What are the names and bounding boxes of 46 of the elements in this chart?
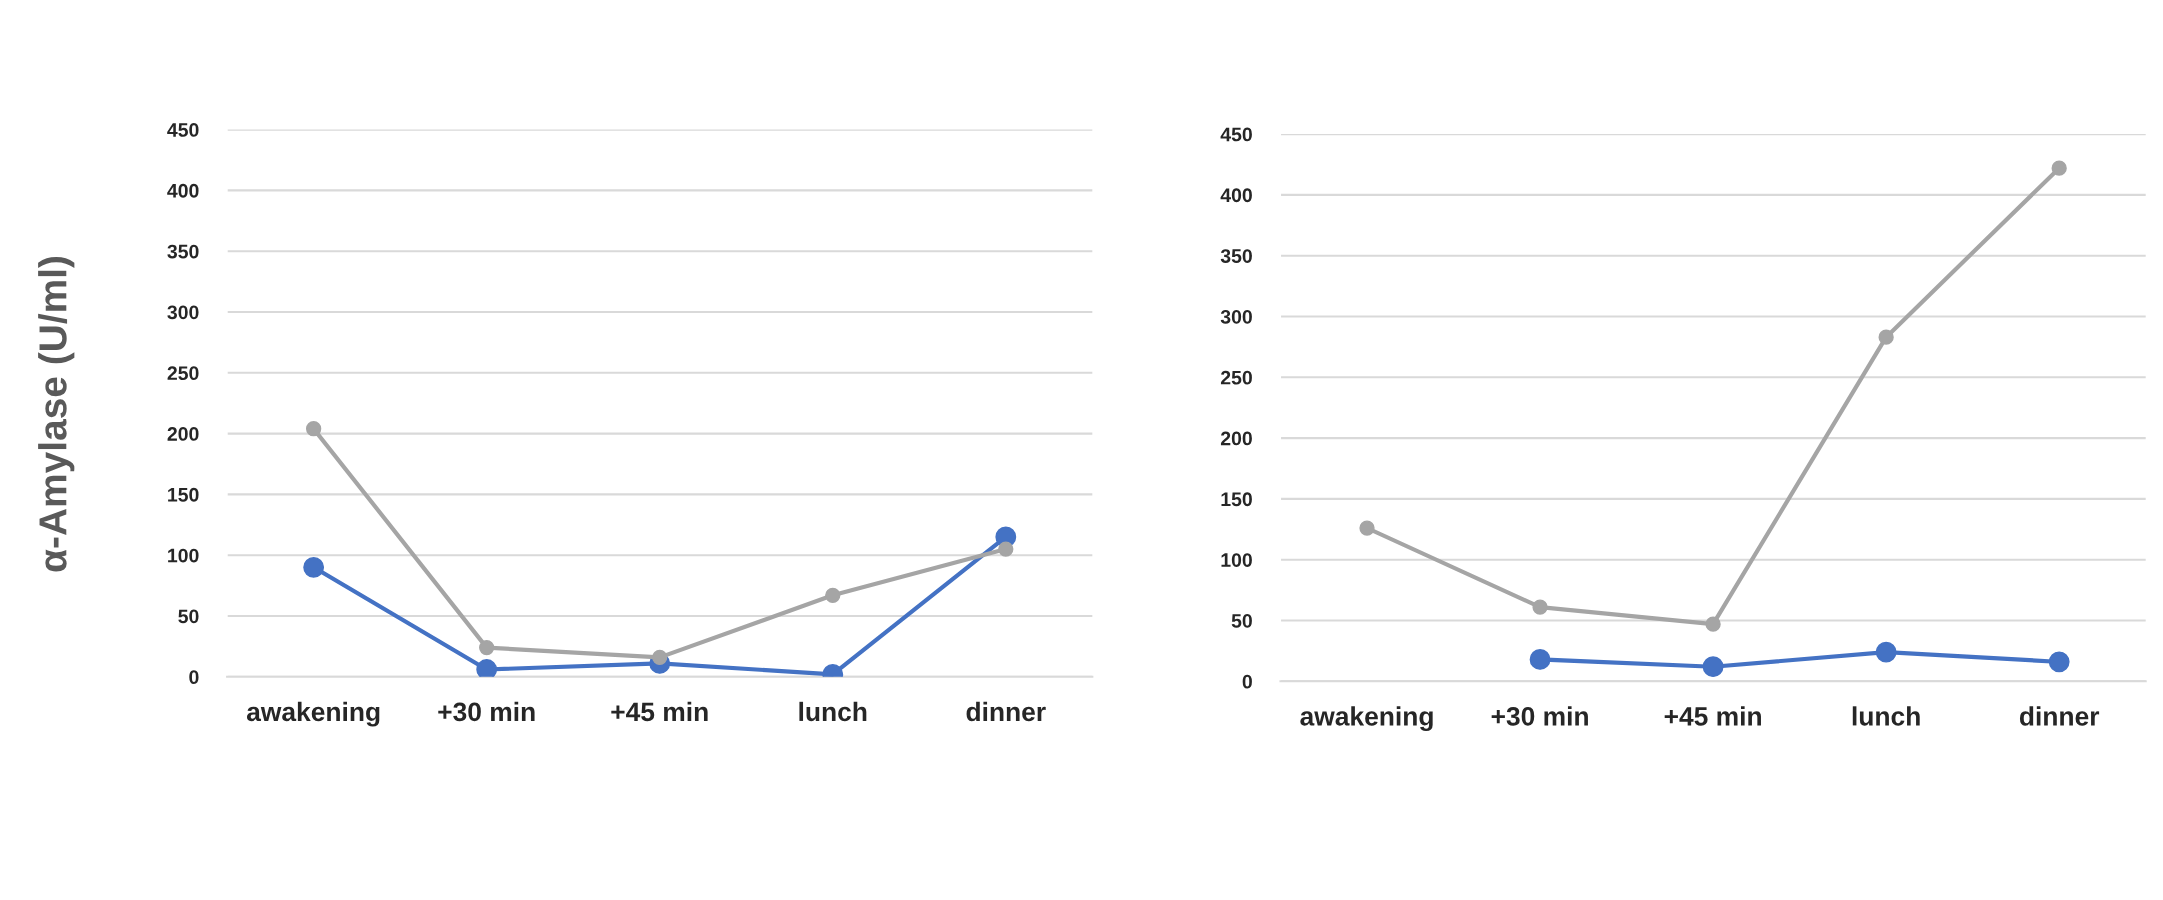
point [998, 541, 1014, 557]
point [1875, 641, 1897, 663]
y-tick-label: 400 [1220, 188, 1252, 203]
y-tick-label: 0 [1242, 674, 1252, 689]
x-tick-label: +45 min [1664, 706, 1761, 726]
y-tick-label: 150 [1221, 492, 1252, 507]
x-tick-label: +30 min [438, 701, 535, 722]
y-tick-label: 50 [178, 609, 199, 624]
x-tick-label: awakening [1300, 706, 1433, 732]
y-tick-label: 400 [167, 183, 199, 198]
y-tick-label: 250 [167, 366, 199, 381]
x-tick-label: +45 min [611, 701, 708, 722]
x-tick-label: awakening [246, 701, 380, 727]
point [1705, 616, 1721, 632]
x-tick-label: dinner [2019, 706, 2100, 726]
point [1702, 656, 1724, 678]
y-tick-label: 200 [167, 427, 199, 441]
x-tick-label: dinner [966, 701, 1046, 722]
x-tick-label: lunch [799, 701, 867, 722]
point [479, 639, 495, 656]
point [476, 659, 498, 677]
point [825, 587, 841, 603]
point [1359, 520, 1375, 536]
x-tick-label: +30 min [1491, 706, 1588, 726]
y-tick-label: 50 [1231, 613, 1252, 628]
y-tick-label: 450 [167, 123, 199, 137]
y-tick-label: 200 [1220, 431, 1252, 446]
point [1878, 329, 1894, 345]
y-tick-label: 0 [189, 670, 199, 685]
y-tick-label: 150 [168, 487, 199, 502]
point [1529, 648, 1551, 670]
point [303, 556, 325, 578]
y-tick-label: 300 [167, 305, 199, 320]
x-tick-label: lunch [1852, 706, 1920, 726]
point [1532, 599, 1548, 615]
point [2048, 651, 2070, 673]
y-tick-label: 100 [168, 548, 199, 563]
y-tick-label: 350 [1220, 249, 1252, 263]
point [2051, 160, 2067, 176]
y-axis-title: α-Amylase (U/ml) [38, 257, 75, 572]
y-tick-label: 350 [167, 244, 199, 259]
y-tick-label: 300 [1220, 309, 1252, 324]
y-tick-label: 250 [1220, 370, 1252, 385]
y-tick-label: 100 [1221, 553, 1252, 567]
y-tick-label: 450 [1220, 127, 1252, 142]
point [305, 421, 322, 437]
